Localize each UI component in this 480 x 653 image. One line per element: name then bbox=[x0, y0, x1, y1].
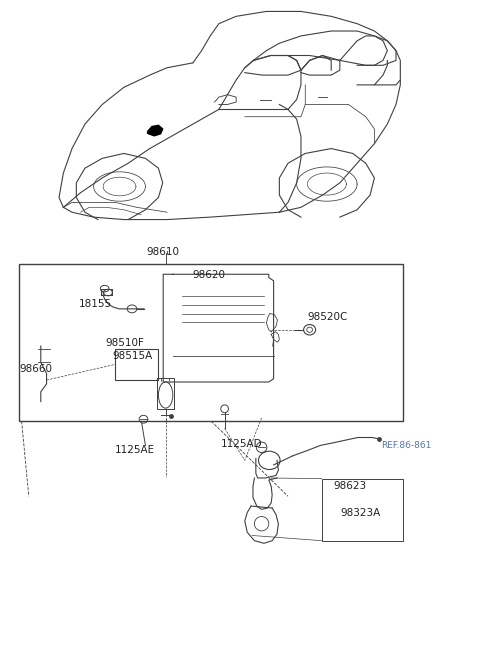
Text: 98623: 98623 bbox=[334, 481, 367, 492]
Text: 98510F: 98510F bbox=[106, 338, 144, 348]
Text: REF.86-861: REF.86-861 bbox=[382, 441, 432, 450]
Text: 98323A: 98323A bbox=[341, 507, 381, 518]
Bar bbox=[115, 349, 158, 380]
Text: 98620: 98620 bbox=[192, 270, 225, 279]
Text: 98610: 98610 bbox=[147, 247, 180, 257]
Text: 98520C: 98520C bbox=[307, 311, 348, 322]
Bar bbox=[19, 264, 403, 421]
Text: 1125AE: 1125AE bbox=[114, 445, 155, 455]
Text: 1125AD: 1125AD bbox=[221, 439, 263, 449]
Text: 98660: 98660 bbox=[19, 364, 52, 374]
Text: 18155: 18155 bbox=[79, 298, 112, 309]
Polygon shape bbox=[148, 125, 163, 136]
Bar bbox=[322, 479, 403, 541]
Text: 98515A: 98515A bbox=[113, 351, 153, 361]
Bar bbox=[157, 378, 174, 409]
